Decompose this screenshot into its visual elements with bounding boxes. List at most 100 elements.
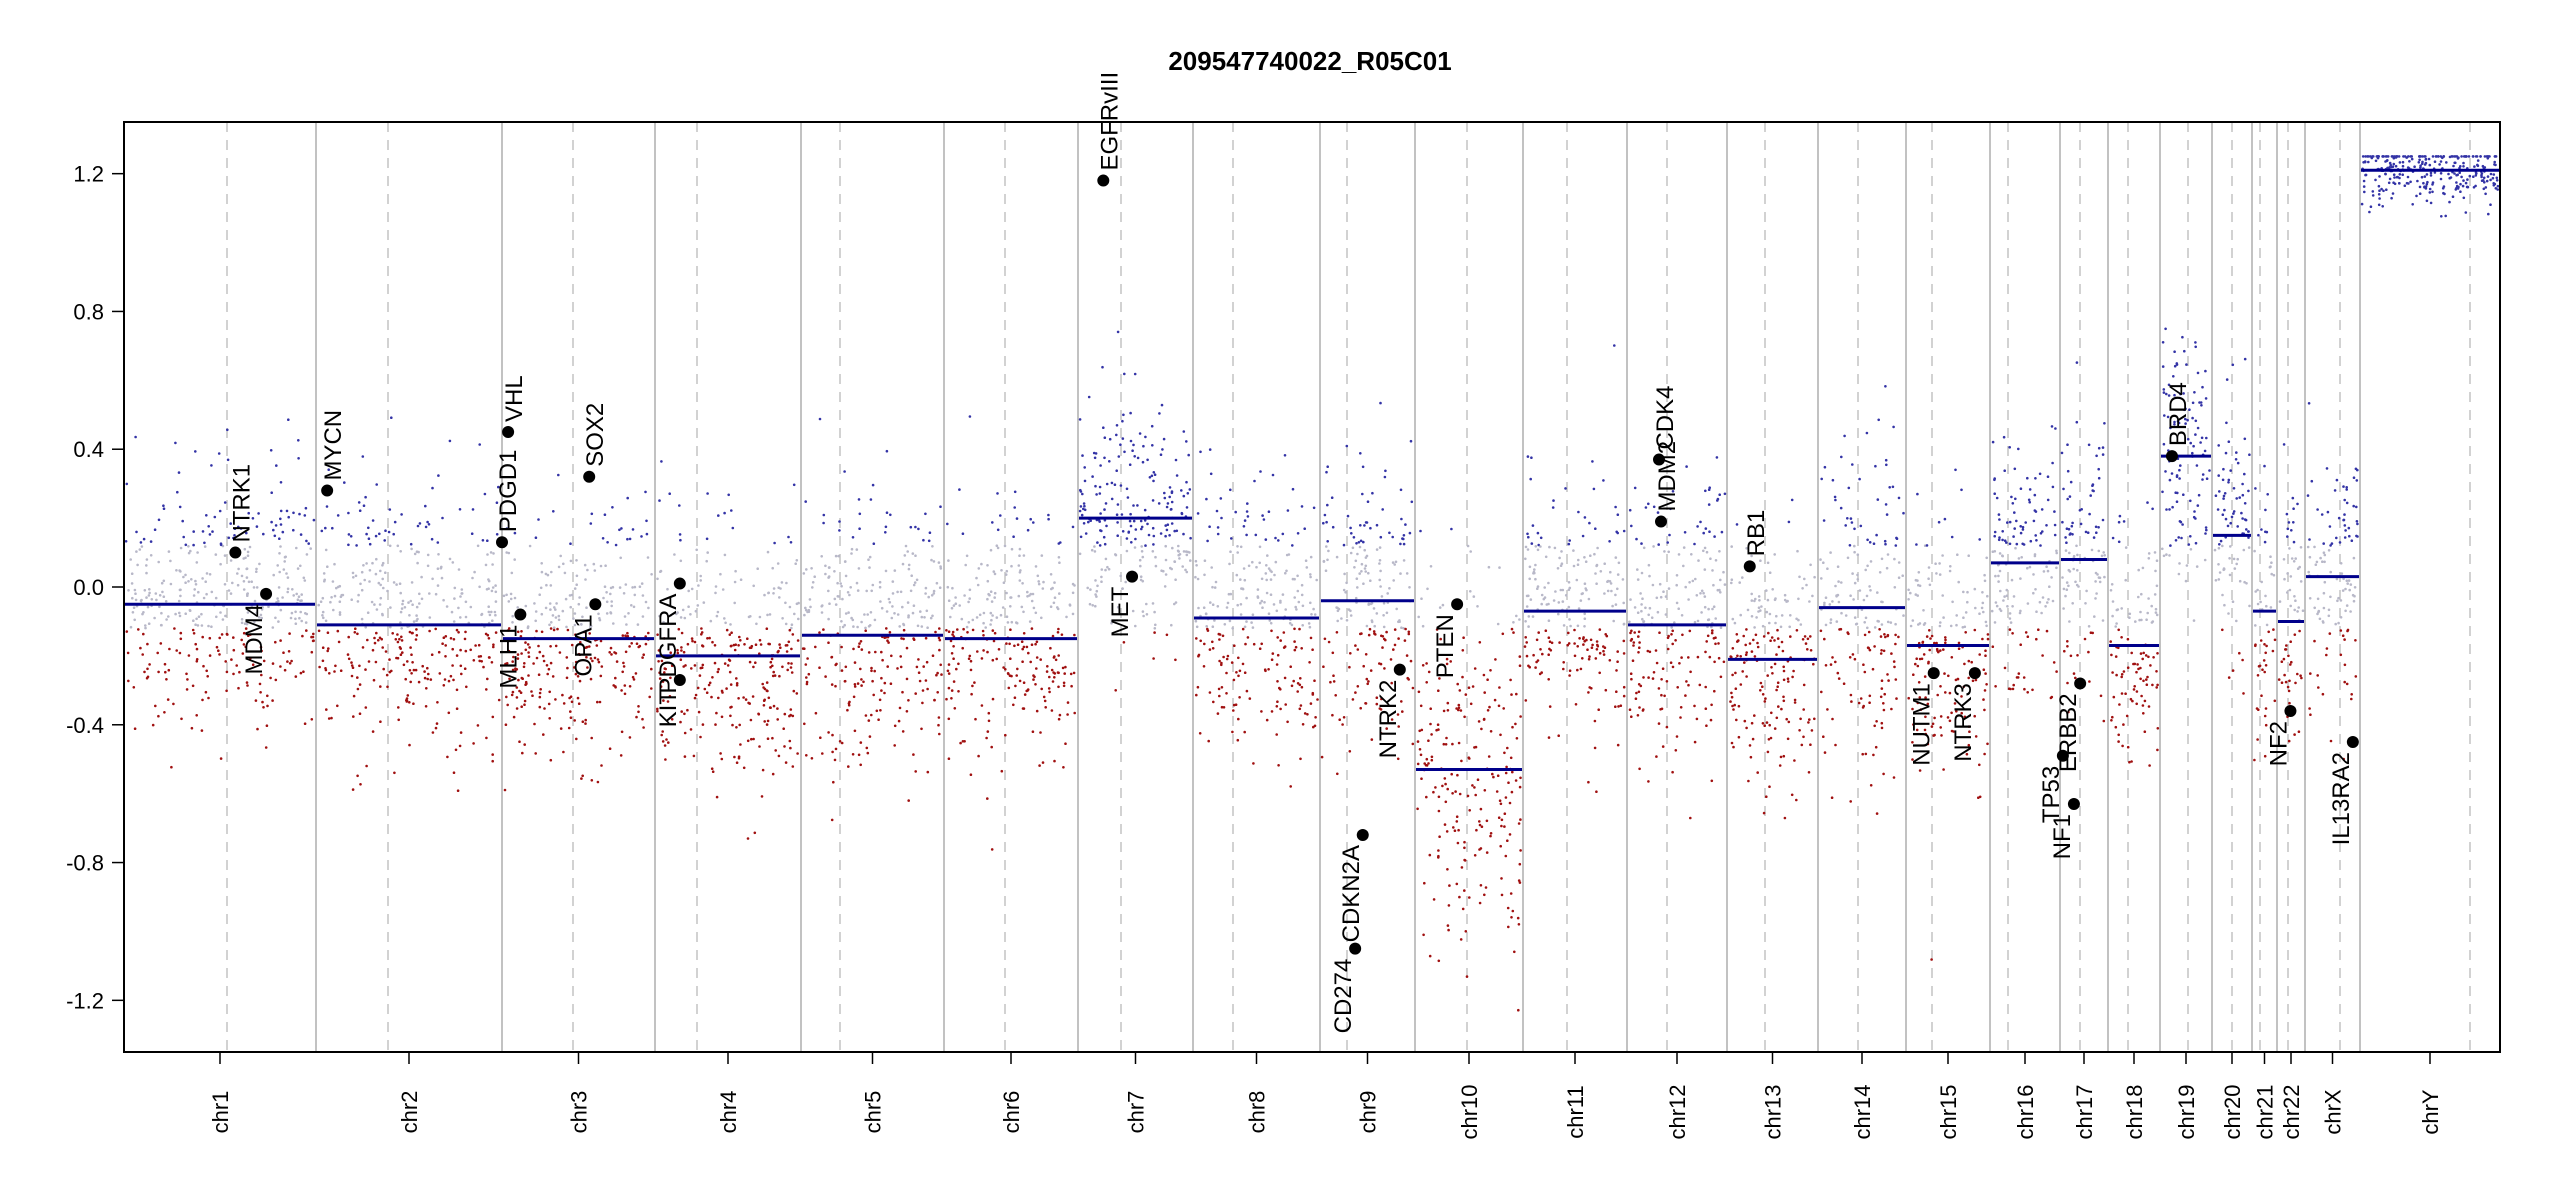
probe-point	[339, 669, 343, 672]
probe-point	[1298, 683, 1302, 687]
probe-point	[1020, 605, 1024, 609]
probe-point	[1252, 642, 1256, 646]
probe-point	[1283, 676, 1287, 680]
probe-point	[219, 757, 223, 760]
probe-point	[1313, 679, 1316, 682]
probe-point	[578, 679, 582, 683]
probe-point	[734, 569, 737, 573]
probe-point	[408, 743, 411, 747]
probe-point	[538, 705, 542, 709]
probe-point	[1934, 562, 1937, 565]
probe-point	[1098, 544, 1102, 547]
probe-point	[1761, 693, 1765, 696]
probe-point	[1039, 658, 1042, 661]
probe-point	[2328, 632, 2332, 635]
probe-point	[437, 553, 440, 556]
probe-point	[1671, 770, 1674, 774]
probe-point	[996, 528, 1000, 532]
probe-point	[1967, 659, 1971, 663]
probe-point	[1485, 819, 1489, 823]
probe-point	[803, 613, 806, 617]
probe-point	[1848, 656, 1852, 659]
probe-point	[1638, 646, 1641, 649]
probe-point	[1122, 641, 1126, 644]
probe-point	[1029, 517, 1032, 521]
probe-point	[2321, 560, 2324, 563]
probe-point	[1644, 606, 1647, 610]
probe-point	[1345, 444, 1349, 448]
probe-point	[872, 542, 876, 545]
probe-point	[1260, 710, 1263, 713]
probe-point	[1130, 541, 1133, 544]
probe-point	[324, 548, 328, 552]
probe-point	[1004, 733, 1007, 737]
probe-point	[888, 631, 892, 634]
probe-point	[2293, 595, 2296, 598]
probe-point	[1195, 625, 1199, 629]
probe-point	[1909, 624, 1913, 628]
probe-point	[490, 661, 494, 664]
probe-point	[734, 643, 737, 646]
probe-point	[179, 631, 183, 635]
probe-point	[399, 610, 403, 614]
probe-point	[1425, 757, 1429, 761]
probe-point	[2003, 666, 2007, 670]
probe-point	[1369, 579, 1372, 582]
probe-point	[1209, 472, 1213, 476]
probe-point	[1246, 636, 1250, 639]
probe-point	[1001, 606, 1005, 609]
probe-point	[1849, 517, 1853, 520]
probe-point	[838, 740, 842, 743]
probe-point	[371, 561, 374, 565]
probe-point	[1294, 645, 1298, 649]
probe-point	[1430, 733, 1433, 736]
probe-point	[2126, 745, 2130, 749]
probe-point	[1758, 599, 1761, 602]
probe-point	[1423, 881, 1426, 885]
probe-point	[814, 711, 818, 715]
probe-point	[2180, 536, 2183, 540]
probe-point	[1569, 624, 1572, 628]
probe-point	[1411, 686, 1415, 690]
probe-point	[518, 740, 521, 743]
probe-point	[1525, 594, 1529, 598]
probe-point	[2126, 637, 2130, 641]
probe-point	[915, 665, 919, 669]
probe-point	[2062, 587, 2066, 591]
probe-point	[1781, 649, 1785, 653]
probe-point	[1186, 492, 1190, 495]
probe-point	[801, 647, 805, 650]
probe-point	[738, 723, 741, 727]
probe-point	[1047, 517, 1050, 521]
probe-point	[883, 681, 887, 685]
probe-point	[507, 627, 511, 630]
probe-point	[986, 597, 989, 601]
probe-point	[1983, 573, 1986, 577]
probe-point	[1810, 729, 1814, 732]
probe-point	[1047, 513, 1050, 517]
probe-point	[2112, 695, 2116, 699]
probe-point	[1358, 572, 1361, 575]
probe-point	[1808, 600, 1811, 603]
probe-point	[963, 594, 966, 597]
probe-point	[201, 577, 204, 580]
probe-point	[1748, 642, 1752, 645]
probe-point	[436, 541, 440, 544]
probe-point	[2343, 680, 2346, 684]
probe-point	[909, 589, 913, 593]
probe-point	[477, 655, 481, 658]
probe-point	[1518, 664, 1522, 667]
probe-point	[1451, 742, 1454, 746]
probe-point	[2309, 713, 2312, 716]
probe-point	[968, 588, 972, 592]
probe-point	[1139, 519, 1143, 523]
probe-point	[434, 592, 438, 596]
probe-point	[593, 656, 597, 660]
probe-point	[160, 581, 164, 585]
probe-point	[633, 593, 637, 597]
probe-point	[809, 605, 812, 609]
probe-point	[396, 640, 400, 644]
probe-point	[2226, 524, 2230, 528]
probe-point	[1809, 743, 1812, 746]
probe-point	[418, 522, 422, 525]
